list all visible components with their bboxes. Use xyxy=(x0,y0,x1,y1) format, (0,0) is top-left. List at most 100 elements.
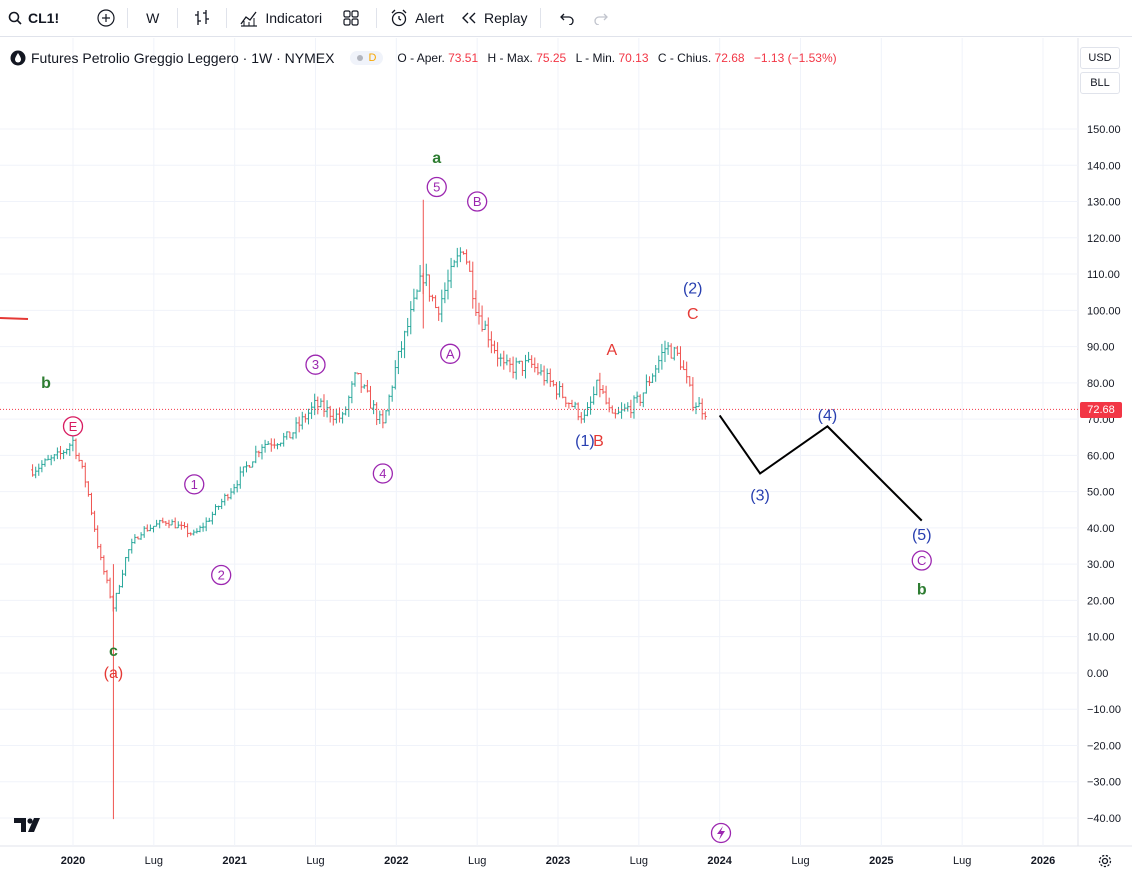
indicators-button[interactable]: Indicatori xyxy=(231,0,330,36)
ohlc-bar xyxy=(372,400,376,415)
ohlc-bar xyxy=(620,402,624,419)
ohlc-bar xyxy=(263,439,267,453)
price-tick-label: 90.00 xyxy=(1087,342,1115,354)
ohlc-bar xyxy=(539,364,543,376)
ohlc-bar xyxy=(192,529,196,536)
wave-label: 1 xyxy=(184,474,205,495)
ohlc-bar xyxy=(564,396,568,408)
svg-text:5: 5 xyxy=(433,180,440,195)
symbol-search-button[interactable]: CL1! xyxy=(0,0,67,36)
ohlc-bar xyxy=(313,393,317,416)
gear-icon[interactable] xyxy=(1097,853,1113,869)
time-tick-label: 2020 xyxy=(61,855,85,867)
ohlc-bar xyxy=(440,289,444,323)
ohlc-bar xyxy=(238,466,242,489)
ohlc-bar xyxy=(80,459,84,469)
ohlc-bar xyxy=(99,543,103,561)
ohlc-bar xyxy=(266,441,270,445)
lightning-icon xyxy=(710,822,732,844)
price-tick-label: 50.00 xyxy=(1087,487,1115,499)
ohlc-bar xyxy=(136,536,140,540)
currency-button[interactable]: USD xyxy=(1080,47,1120,69)
ohlc-bar xyxy=(508,357,512,373)
ohlc-values: O - Aper. 73.51 H - Max. 75.25 L - Min. … xyxy=(397,51,836,65)
svg-text:(a): (a) xyxy=(104,665,124,682)
redo-button[interactable] xyxy=(589,0,613,36)
ohlc-bar xyxy=(173,517,177,529)
ohlc-bar xyxy=(365,379,369,393)
replay-button[interactable]: Replay xyxy=(452,0,536,36)
time-tick-label: Lug xyxy=(791,855,809,867)
ohlc-bar xyxy=(468,260,472,272)
indicators-label: Indicatori xyxy=(265,10,323,26)
ohlc-bar xyxy=(241,466,245,477)
unit-button[interactable]: BLL xyxy=(1080,72,1120,94)
ohlc-bar xyxy=(198,525,202,533)
wave-label: c xyxy=(109,643,118,660)
data-delay-badge[interactable]: D xyxy=(350,51,384,65)
bars-icon xyxy=(195,10,210,25)
ohlc-bar xyxy=(449,257,453,289)
toolbar-divider xyxy=(127,8,129,28)
bar-style-button[interactable] xyxy=(182,0,222,36)
ohlc-bar xyxy=(235,480,239,493)
wave-label: 5 xyxy=(426,176,447,198)
undo-button[interactable] xyxy=(545,0,589,36)
interval-button[interactable]: W xyxy=(132,0,173,36)
ohlc-bar xyxy=(117,584,121,595)
ohlc-bar xyxy=(151,525,155,533)
ohlc-bar xyxy=(505,354,509,366)
toolbar-divider xyxy=(226,8,228,28)
ohlc-bar xyxy=(499,353,503,367)
ohlc-bar xyxy=(455,247,459,268)
ohlc-bar xyxy=(415,289,419,300)
price-tick-label: 30.00 xyxy=(1087,559,1115,571)
ohlc-bar xyxy=(232,483,236,495)
ohlc-bar xyxy=(573,401,577,409)
symbol-label: CL1! xyxy=(28,10,60,26)
ohlc-bar xyxy=(477,302,481,325)
ohlc-bar xyxy=(561,383,565,399)
ohlc-bar xyxy=(58,445,62,460)
ohlc-bar xyxy=(31,464,35,477)
drawing-mark xyxy=(0,317,29,320)
svg-text:(3): (3) xyxy=(750,487,770,504)
alert-label: Alert xyxy=(415,10,444,26)
ohlc-bar xyxy=(458,247,462,263)
time-tick-label: Lug xyxy=(306,855,324,867)
high-label: H - Max. xyxy=(487,51,533,65)
change-value: −1.13 (−1.53%) xyxy=(753,51,837,65)
ohlc-bar xyxy=(592,386,596,405)
ohlc-bar xyxy=(675,345,679,356)
ohlc-bar xyxy=(381,409,385,429)
ohlc-bar xyxy=(663,340,667,363)
ohlc-bar xyxy=(492,340,496,354)
ohlc-bar xyxy=(62,450,66,460)
unit-label: BLL xyxy=(1090,77,1110,89)
low-label: L - Min. xyxy=(575,51,616,65)
templates-button[interactable] xyxy=(330,0,372,36)
ohlc-bar xyxy=(396,350,400,375)
ohlc-bar xyxy=(474,290,478,317)
ohlc-bar xyxy=(471,261,475,309)
ohlc-bar xyxy=(465,249,469,265)
ohlc-bar xyxy=(480,305,484,332)
search-icon xyxy=(8,11,22,25)
ohlc-bar xyxy=(595,379,599,396)
ohlc-bar xyxy=(204,517,208,532)
ohlc-bar xyxy=(368,385,372,409)
compare-button[interactable] xyxy=(89,0,123,36)
symbol-title[interactable]: Futures Petrolio Greggio Leggero · 1W · … xyxy=(31,50,335,66)
ohlc-bar xyxy=(685,361,689,384)
rewind-icon xyxy=(461,12,476,24)
alert-button[interactable]: Alert xyxy=(381,0,452,36)
wave-label: C xyxy=(911,550,932,571)
ohlc-bar xyxy=(576,402,580,421)
tradingview-logo-icon[interactable] xyxy=(14,816,46,834)
ohlc-bar xyxy=(210,511,214,525)
ohlc-bar xyxy=(657,355,661,374)
ohlc-bar xyxy=(201,522,205,532)
ohlc-bar xyxy=(334,408,338,424)
ohlc-bar xyxy=(127,549,131,562)
